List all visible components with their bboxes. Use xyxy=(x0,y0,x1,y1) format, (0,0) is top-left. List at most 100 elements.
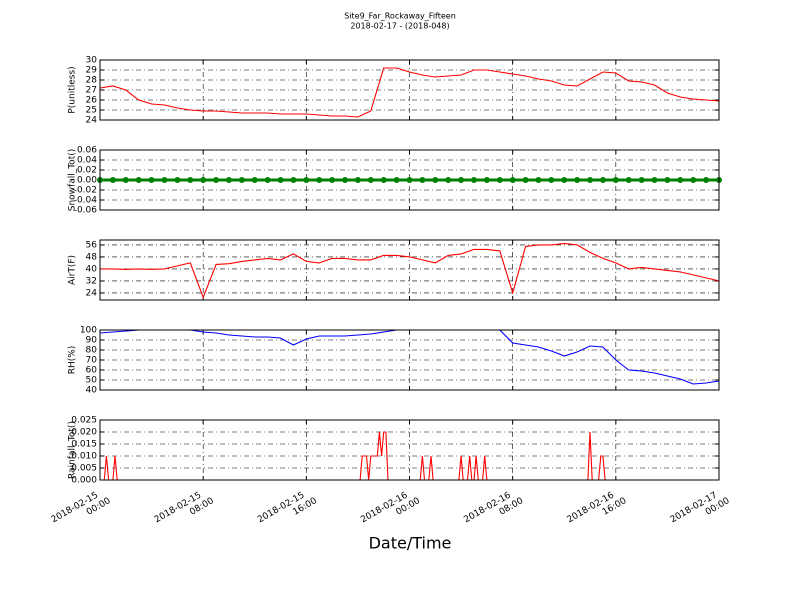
data-point xyxy=(148,177,155,183)
x-tick-label: 2018-02-1516:00 xyxy=(256,486,319,534)
data-point xyxy=(651,177,658,183)
y-axis-label: P(unitless) xyxy=(68,66,78,113)
y-tick-label: 70 xyxy=(86,356,98,366)
y-tick-label: 24 xyxy=(86,288,98,298)
data-point xyxy=(638,177,645,183)
y-axis-label: Snowfall_Tot() xyxy=(68,149,78,212)
data-point xyxy=(599,177,606,183)
data-point xyxy=(316,177,323,183)
data-point xyxy=(122,177,129,183)
plot-frame xyxy=(99,329,720,391)
data-point xyxy=(419,177,426,183)
data-point xyxy=(342,177,349,183)
y-axis-label: AirT(F) xyxy=(68,255,78,285)
x-axis-label: Date/Time xyxy=(369,534,452,553)
data-point xyxy=(406,177,413,183)
chart-title: Site9_Far_Rockaway_Fifteen xyxy=(344,12,456,21)
y-axis-label: Rainfall_Tot() xyxy=(68,421,78,479)
data-point xyxy=(200,177,207,183)
y-tick-label: 0.020 xyxy=(71,428,97,438)
data-point xyxy=(470,177,477,183)
data-point xyxy=(548,177,555,183)
y-tick-label: 32 xyxy=(86,276,97,286)
data-point xyxy=(380,177,387,183)
data-point xyxy=(483,177,490,183)
data-line xyxy=(100,431,719,480)
data-point xyxy=(535,177,542,183)
y-tick-label: 0.010 xyxy=(71,452,97,462)
data-point xyxy=(251,177,258,183)
data-line xyxy=(100,242,719,299)
plot-frame xyxy=(99,419,720,481)
y-tick-label: 28 xyxy=(86,76,98,86)
chart-subtitle: 2018-02-17 - (2018-048) xyxy=(350,22,449,31)
y-tick-label: 0.015 xyxy=(71,440,97,450)
data-point xyxy=(496,177,503,183)
y-tick-label: 100 xyxy=(80,326,97,336)
data-point xyxy=(277,177,284,183)
data-point xyxy=(625,177,632,183)
x-tick-label: 2018-02-1600:00 xyxy=(359,486,422,534)
y-tick-label: 40 xyxy=(86,264,98,274)
y-tick-label: 50 xyxy=(86,376,98,386)
data-point xyxy=(574,177,581,183)
y-tick-label: -0.06 xyxy=(74,206,98,216)
y-tick-label: 0.000 xyxy=(71,476,97,486)
y-tick-label: 24 xyxy=(86,116,98,126)
plot-frame xyxy=(99,59,720,121)
data-point xyxy=(509,177,516,183)
data-point xyxy=(213,177,220,183)
y-tick-label: 0.005 xyxy=(71,464,97,474)
y-tick-label: 0.02 xyxy=(77,166,97,176)
y-tick-label: 80 xyxy=(86,346,98,356)
y-tick-label: 0.06 xyxy=(77,146,97,156)
data-point xyxy=(354,177,361,183)
y-axis-label: RH(%) xyxy=(68,346,78,375)
plot-frame xyxy=(99,239,720,301)
data-point xyxy=(109,177,116,183)
data-line xyxy=(100,67,719,118)
y-tick-label: 0.025 xyxy=(71,416,97,426)
y-tick-label: 27 xyxy=(86,86,97,96)
data-point xyxy=(561,177,568,183)
y-tick-label: 60 xyxy=(86,366,98,376)
data-point xyxy=(703,177,710,183)
data-point xyxy=(393,177,400,183)
x-tick-label: 2018-02-1500:00 xyxy=(50,486,113,534)
x-tick-label: 2018-02-1616:00 xyxy=(565,486,628,534)
data-point xyxy=(522,177,529,183)
y-tick-label: -0.02 xyxy=(74,186,97,196)
y-tick-label: -0.04 xyxy=(74,196,98,206)
data-line xyxy=(100,330,719,385)
y-tick-label: 56 xyxy=(86,240,98,250)
x-tick-label: 2018-02-1508:00 xyxy=(153,486,216,534)
data-point xyxy=(161,177,168,183)
data-point xyxy=(587,177,594,183)
y-tick-label: 0.04 xyxy=(77,156,97,166)
data-point xyxy=(135,177,142,183)
data-point xyxy=(445,177,452,183)
y-tick-label: 90 xyxy=(86,336,98,346)
data-point xyxy=(458,177,465,183)
data-point xyxy=(303,177,310,183)
y-tick-label: 40 xyxy=(86,386,98,396)
y-tick-label: 30 xyxy=(86,56,98,66)
data-point xyxy=(690,177,697,183)
y-tick-label: 29 xyxy=(86,66,98,76)
data-point xyxy=(664,177,671,183)
data-point xyxy=(612,177,619,183)
y-tick-label: 26 xyxy=(86,96,98,106)
plot-frame xyxy=(99,149,720,211)
y-tick-label: 0.00 xyxy=(77,176,97,186)
data-point xyxy=(225,177,232,183)
data-point xyxy=(264,177,271,183)
data-point xyxy=(174,177,181,183)
data-point xyxy=(238,177,245,183)
data-point xyxy=(329,177,336,183)
data-point xyxy=(187,177,194,183)
y-tick-label: 25 xyxy=(86,106,97,116)
x-tick-label: 2018-02-1700:00 xyxy=(669,486,732,534)
y-tick-label: 48 xyxy=(86,252,98,262)
data-point xyxy=(677,177,684,183)
